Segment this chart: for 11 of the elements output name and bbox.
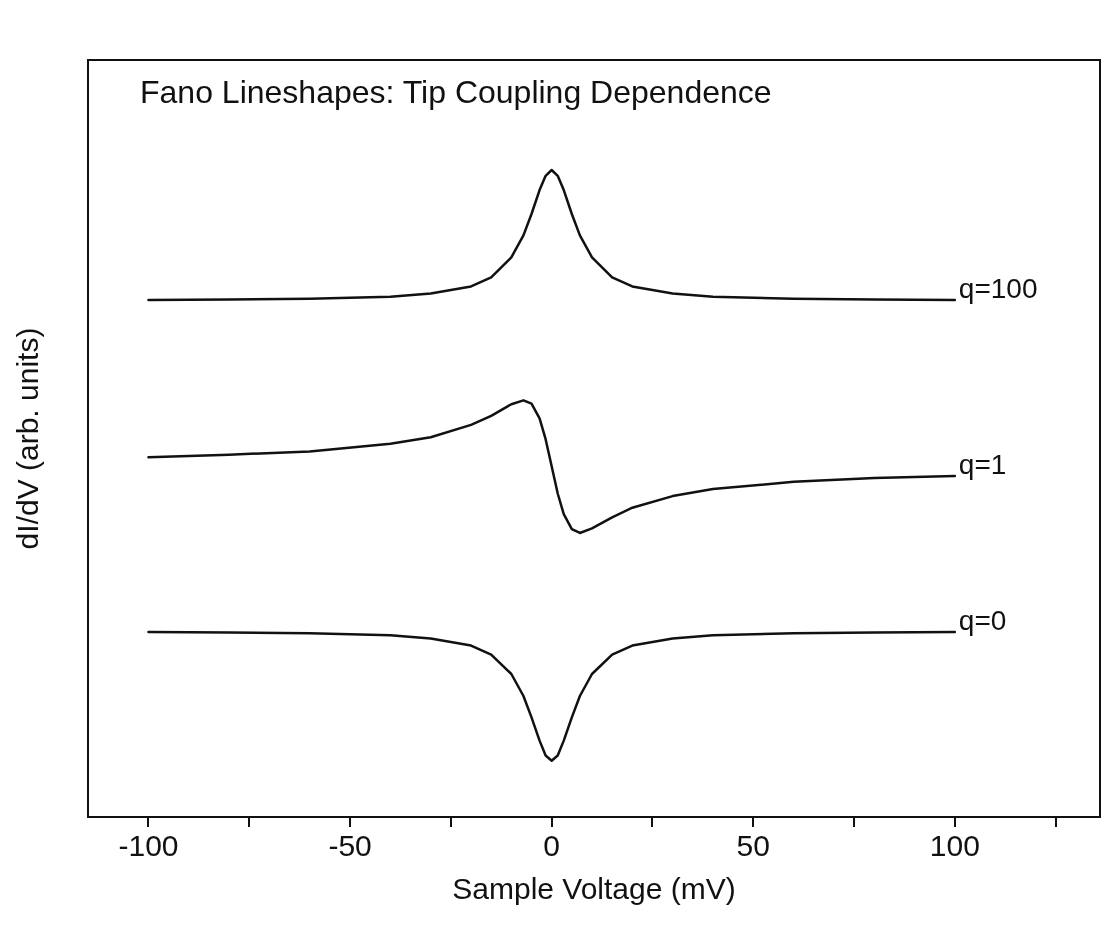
x-tick-label: -50 bbox=[328, 829, 372, 863]
chart-title: Fano Lineshapes: Tip Coupling Dependence bbox=[140, 73, 772, 110]
x-tick-label: 100 bbox=[929, 829, 980, 863]
x-tick-label: 50 bbox=[736, 829, 770, 863]
x-tick-label: 0 bbox=[543, 829, 561, 863]
x-tick-label: -100 bbox=[118, 829, 179, 863]
series-label: q=1 bbox=[958, 448, 1007, 480]
x-axis-title: Sample Voltage (mV) bbox=[452, 872, 736, 906]
y-axis-title: dI/dV (arb. units) bbox=[11, 327, 45, 550]
series-label: q=100 bbox=[958, 272, 1038, 304]
series-label: q=0 bbox=[958, 604, 1007, 636]
